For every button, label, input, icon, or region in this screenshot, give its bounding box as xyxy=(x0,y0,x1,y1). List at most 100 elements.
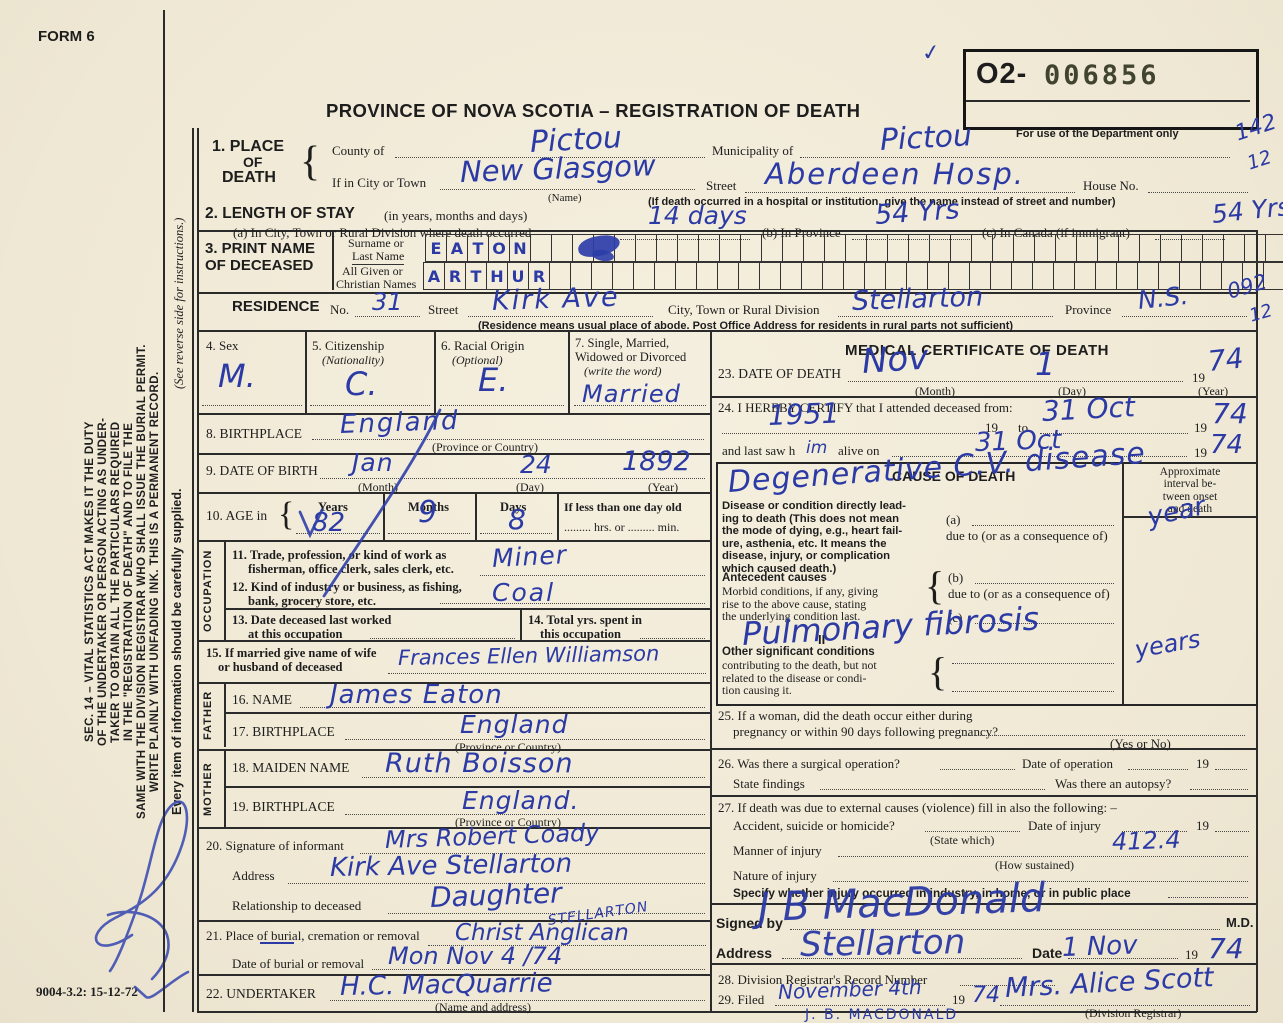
signed-pre19: 19 xyxy=(1185,947,1198,962)
s15-label1: 15. If married give name of wife xyxy=(206,646,377,660)
letter-cell xyxy=(1035,234,1056,262)
leader-line xyxy=(852,238,972,240)
residence-no-label: No. xyxy=(330,302,350,317)
leader-line xyxy=(960,984,1055,986)
s29-sub: (Division Registrar) xyxy=(1085,1006,1182,1020)
county-label: County of xyxy=(332,143,385,158)
s20-rel-label: Relationship to deceased xyxy=(232,898,362,913)
physician-signature: J B MacDonald xyxy=(757,874,1046,931)
letter-cell: T xyxy=(466,262,487,290)
s9-label: 9. DATE OF BIRTH xyxy=(206,463,318,478)
leader-line xyxy=(975,622,1114,624)
leader-line xyxy=(372,968,705,970)
letter-cell xyxy=(1012,262,1033,290)
letter-cell xyxy=(781,262,802,290)
stamp-prefix: O2- xyxy=(976,58,1028,90)
physician-address: Stellarton xyxy=(799,922,966,965)
s9-day: 24 xyxy=(520,450,552,479)
letter-cell xyxy=(1119,234,1140,262)
leader-line xyxy=(1040,432,1188,434)
brace: { xyxy=(300,139,321,185)
s21-date-label: Date of burial or removal xyxy=(232,956,365,971)
letter-cell xyxy=(1138,262,1159,290)
s19-label: 19. BIRTHPLACE xyxy=(232,799,335,814)
given-label1: All Given or xyxy=(342,264,403,278)
leader-line xyxy=(1215,768,1247,770)
interval-header: Approximate interval be- tween onset and… xyxy=(1128,466,1252,516)
rule xyxy=(197,292,1257,294)
s16-label: 16. NAME xyxy=(232,692,292,707)
s23-year-label: (Year) xyxy=(1198,384,1229,398)
s2b-label: (b) In Province xyxy=(762,225,841,240)
letter-cell xyxy=(636,234,657,262)
s5-label: 5. Citizenship xyxy=(312,338,385,353)
leader-line xyxy=(940,768,1015,770)
s19-sub: (Province or Country) xyxy=(455,815,561,829)
surname-label2: Last Name xyxy=(352,249,405,265)
letter-cell: A xyxy=(447,234,468,262)
letter-cell xyxy=(592,262,613,290)
department-note: For use of the Department only xyxy=(1016,128,1179,140)
letter-cell xyxy=(823,262,844,290)
rule xyxy=(224,608,710,610)
letter-cell xyxy=(1180,262,1201,290)
leader-line xyxy=(355,315,420,317)
s2a-value: 14 days xyxy=(648,201,747,230)
rule xyxy=(710,795,1257,797)
cause-due-a: due to (or as a consequence of) xyxy=(946,528,1108,543)
cause-a-label: (a) xyxy=(946,512,961,527)
rule xyxy=(224,712,710,714)
leader-line xyxy=(440,404,564,406)
s27-label1: 27. If death was due to external causes … xyxy=(718,800,1117,815)
letter-cell xyxy=(571,262,592,290)
s25-label1: 25. If a woman, did the death occur eith… xyxy=(718,708,973,723)
leader-line xyxy=(574,404,706,406)
rule xyxy=(520,608,522,640)
name-note: (Name) xyxy=(548,192,582,204)
s2-label: 2. LENGTH OF STAY xyxy=(205,205,355,222)
letter-cell xyxy=(552,234,573,262)
letter-cell xyxy=(1014,234,1035,262)
s4-value: M. xyxy=(218,357,256,395)
s9-year: 1892 xyxy=(622,446,691,477)
ink-underline-burial xyxy=(260,942,294,944)
s24-label: 24. I HEREBY CERTIFY that I attended dec… xyxy=(718,400,1013,415)
s23-month-label: (Month) xyxy=(915,384,955,398)
s12-label1: 12. Kind of industry or business, as fis… xyxy=(232,580,462,594)
leader-line xyxy=(345,738,705,740)
s2c-label: (c) In Canada (if immigrant) xyxy=(982,225,1130,240)
brace: { xyxy=(928,649,948,694)
s15-label2: or husband of deceased xyxy=(218,660,343,674)
letter-cell xyxy=(867,234,888,262)
rule xyxy=(197,413,710,415)
letter-cell xyxy=(1245,234,1266,262)
s24-last-year: 74 xyxy=(1210,430,1244,460)
letter-cell xyxy=(531,234,552,262)
s14-label1: 14. Total yrs. spent in xyxy=(528,613,642,627)
letter-cell xyxy=(825,234,846,262)
cause-of-death-box xyxy=(716,462,1258,706)
leader-line xyxy=(1190,788,1248,790)
leader-line xyxy=(1128,768,1188,770)
text-line: the underlying condition last. xyxy=(722,609,861,624)
letter-cell xyxy=(657,234,678,262)
leader-line xyxy=(360,852,705,854)
page-border-line xyxy=(163,10,165,1012)
s8-sub: (Province or Country) xyxy=(432,440,538,454)
leader-line xyxy=(310,404,430,406)
rule xyxy=(332,232,334,290)
letter-cell xyxy=(676,262,697,290)
s9-day-label: (Day) xyxy=(516,480,544,494)
residence-street-label: Street xyxy=(428,302,459,317)
rule xyxy=(557,492,559,540)
residence-city-label: City, Town or Rural Division xyxy=(668,302,820,317)
hospital-note: (If death occurred in a hospital or inst… xyxy=(648,196,1116,208)
letter-cell xyxy=(1182,234,1203,262)
letter-cell xyxy=(655,262,676,290)
rule xyxy=(197,682,710,684)
form-border-left-outer xyxy=(192,128,194,1012)
letter-cell xyxy=(741,234,762,262)
text-line: contributing to the death, but not xyxy=(722,658,877,672)
letter-cell: T xyxy=(468,234,489,262)
text-line: which caused death.) xyxy=(722,562,837,575)
